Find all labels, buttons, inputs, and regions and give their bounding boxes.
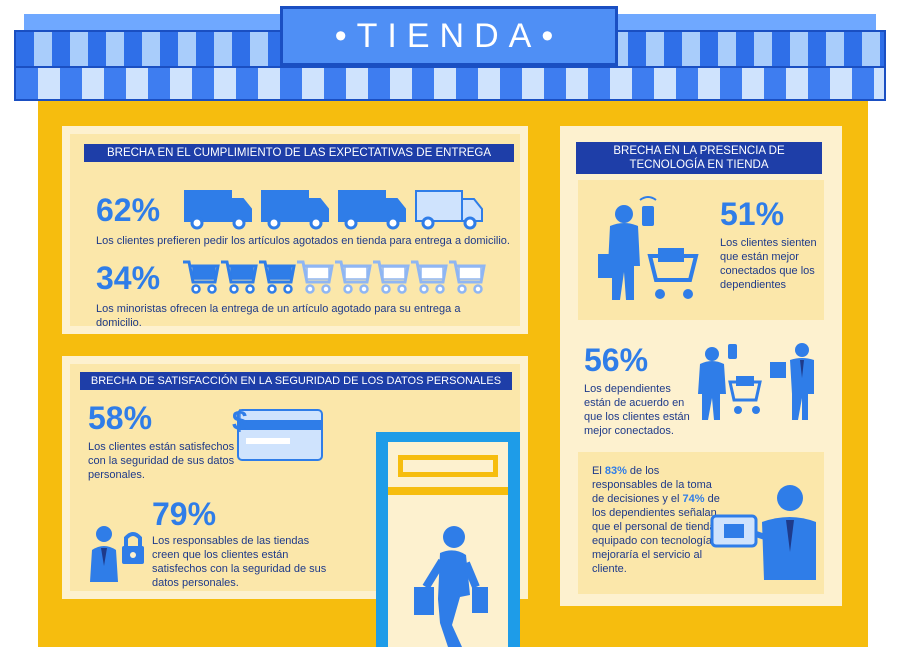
technology-stat3-mid: de los responsables de la toma de decisi… (592, 465, 712, 505)
cart-icon-row (183, 260, 486, 294)
truck-icon (184, 190, 252, 230)
technology-stat3-suffix: de los dependientes señalan que el perso… (592, 493, 720, 575)
security-banner: BRECHA DE SATISFACCIÓN EN LA SEGURIDAD D… (80, 372, 512, 390)
technology-stat3-value-a: 83% (604, 465, 627, 477)
walking-shopper-icon (414, 526, 488, 647)
delivery-stat1-value: 62% (96, 192, 161, 228)
technology-stat3-text: El 83% de los responsables de la toma de… (592, 464, 720, 576)
security-stat1-value: 58% (88, 400, 153, 436)
technology-stat2-value: 56% (584, 342, 649, 378)
delivery-stat1-text: Los clientes prefieren pedir los artícul… (96, 235, 510, 247)
truck-icon (261, 190, 329, 230)
delivery-banner: BRECHA EN EL CUMPLIMIENTO DE LAS EXPECTA… (84, 144, 514, 162)
technology-banner: BRECHA EN LA PRESENCIA DE TECNOLOGÍA EN … (576, 142, 822, 174)
cart-icon (335, 260, 372, 294)
truck-icon (415, 190, 483, 230)
shopper-smartphone-icon (598, 196, 699, 300)
technology-stat3-value-b: 74% (682, 493, 705, 505)
cart-icon (259, 260, 296, 294)
technology-stat2-text: Los dependientes están de acuerdo en que… (584, 383, 690, 437)
security-stat2-value: 79% (152, 496, 217, 532)
svg-text:$: $ (232, 405, 248, 436)
store-sign: •TIENDA• (280, 6, 618, 66)
door-bar (388, 487, 508, 495)
awning-valance (14, 66, 886, 101)
security-stat2-text: Los responsables de las tiendas creen qu… (152, 535, 327, 589)
technology-stat3-prefix: El (592, 465, 605, 477)
staff-tablet-icon (710, 485, 816, 580)
staff-padlock-icon (90, 526, 144, 582)
truck-icon (338, 190, 406, 230)
delivery-stat2-text: Los minoristas ofrecen la entrega de un … (96, 303, 461, 329)
delivery-stat2-value: 34% (96, 260, 161, 296)
cart-icon (183, 260, 220, 294)
cart-icon (297, 260, 334, 294)
truck-icon-row (184, 190, 483, 230)
security-stat1-text: Los clientes están satisfechos con la se… (88, 441, 235, 481)
cart-icon (373, 260, 410, 294)
cart-icon (449, 260, 486, 294)
shopper-staff-icon (698, 343, 814, 420)
cart-icon (411, 260, 448, 294)
cart-icon (221, 260, 258, 294)
technology-stat1-text: Los clientes sienten que están mejor con… (720, 237, 817, 291)
store-sign-title: •TIENDA• (334, 17, 564, 55)
credit-card-icon: $ (232, 405, 323, 461)
technology-stat1-value: 51% (720, 196, 785, 232)
door-window (398, 455, 498, 477)
